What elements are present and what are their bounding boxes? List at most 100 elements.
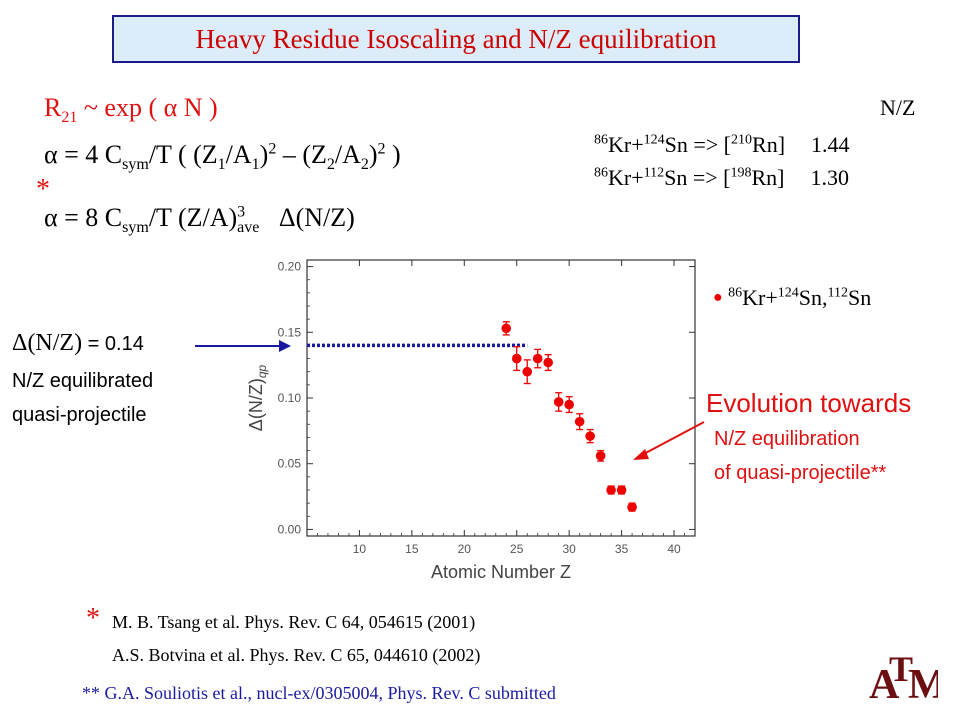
eq2-text-f: /A [334,140,361,169]
reference-3: ** G.A. Souliotis et al., nucl-ex/030500… [82,683,556,703]
nz-row1-el3: Rn] [752,132,786,157]
logo-t: T [889,650,913,689]
nz-row2-val: 1.30 [810,165,850,190]
x-tick-label: 15 [405,542,419,556]
eq2-text-h: ) [385,140,401,169]
reference-2: A.S. Botvina et al. Phys. Rev. C 65, 044… [112,645,481,665]
eq3-alpha: α [44,203,58,232]
nz-header: N/Z [880,95,916,120]
evolution-arrow [633,421,705,460]
eq2-text-a: = 4 C [57,140,123,169]
left-note-line3: quasi-projectile [12,404,147,426]
eq3-text-a: = 8 C [57,203,123,232]
nz-row2-a2: 112 [643,165,665,181]
y-tick-label: 0.00 [278,522,302,536]
eq1-alpha: α [163,93,178,122]
left-note-delta: Δ [12,330,28,356]
eq3-sup3: 3 [237,203,246,221]
data-point [543,357,553,368]
left-note-nz: (N/Z) [27,330,83,356]
nz-row2-a3: 198 [730,165,752,181]
nz-row2-el2: Sn => [ [664,165,731,190]
eq-star: * [36,174,50,205]
legend-marker: ● [713,289,723,306]
y-tick-label: 0.15 [278,325,302,339]
evolution-line2: N/Z equilibration [714,428,860,450]
title-box: Heavy Residue Isoscaling and N/Z equilib… [112,15,800,63]
data-point [564,399,574,410]
y-tick-label: 0.10 [278,391,302,405]
data-point [595,451,606,461]
legend-a1: 86 [728,285,743,301]
eq2-sup2: 2 [268,140,277,158]
legend-el1: Kr+ [742,285,778,310]
eq2-text-c: /A [225,140,252,169]
x-tick-label: 25 [510,542,524,556]
y-axis-label: Δ(N/Z)qp [246,364,269,431]
eq2-text-b: /T ( (Z [148,140,218,169]
equation-1: R21 ~ exp ( α N ) [44,93,218,127]
eq2-s2: 1 [251,156,260,174]
nz-row1-a2: 124 [643,132,665,148]
plot-frame [306,259,696,537]
eq3-sub-sym: sym [122,219,149,237]
eq3-text-c: (N/Z) [295,203,355,232]
x-tick-label: 30 [562,542,576,556]
nz-row-1: 86Kr+124Sn => [210Rn] 1.44 [594,132,850,158]
data-point [553,397,564,407]
eq2-text-e: – (Z [276,140,327,169]
nz-row2-a1: 86 [594,165,608,181]
nz-row-2: 86Kr+112Sn => [198Rn] 1.30 [594,165,849,191]
slide-title: Heavy Residue Isoscaling and N/Z equilib… [195,23,717,54]
x-tick-label: 35 [615,542,629,556]
eq2-sup2b: 2 [377,140,386,158]
data-point [532,353,543,364]
legend-a2: 124 [777,285,799,301]
nz-row1-a3: 210 [731,132,753,148]
ref-star: * [86,603,100,634]
eq2-s1: 1 [217,156,226,174]
left-note-line2: N/Z equilibrated [12,370,154,392]
left-note-value: = 0.14 [82,333,144,355]
eq2-s4: 2 [360,156,369,174]
evolution-arrow-head [633,449,649,460]
reference-1: M. B. Tsang et al. Phys. Rev. C 64, 0546… [112,612,476,632]
eq1-text-b: N ) [177,93,218,122]
logo-m: M [908,662,938,708]
eq3-text-b: /T (Z/A) [148,203,238,232]
eq1-sub: 21 [61,109,78,127]
nz-row1-el1: Kr+ [608,132,644,157]
y-axis-label-sub: qp [255,364,269,378]
data-point [574,416,585,427]
evolution-line3: of quasi-projectile** [714,462,887,484]
eq1-r: R [44,93,62,122]
legend-el2: Sn, [798,285,828,310]
equation-2: α = 4 Csym/T ( (Z1/A1)2 – (Z2/A2)2 ) [44,140,401,174]
data-point [501,323,512,334]
eq2-text-g: ) [368,140,378,169]
eq3-delta: Δ [278,203,296,232]
left-note-line1: Δ(N/Z) = 0.14 [12,330,144,357]
data-point [585,431,595,441]
evolution-title: Evolution towards [706,388,912,418]
x-axis-label: Atomic Number Z [431,562,571,582]
eq2-s3: 2 [326,156,335,174]
data-point [606,485,616,495]
x-tick-label: 40 [667,542,681,556]
data-point [522,366,533,377]
eq2-sub-sym: sym [122,156,149,174]
nz-row1-val: 1.44 [811,132,850,157]
eq3-sub-ave: ave [237,219,260,237]
left-arrow [195,340,291,352]
data-point [627,502,637,512]
evolution-arrow-shaft [639,421,705,457]
x-tick-label: 20 [458,542,472,556]
eq1-text-a: ~ exp ( [77,93,164,122]
nz-row1-el2: Sn => [ [664,132,732,157]
equation-3: α = 8 Csym/T (Z/A)3ave Δ(N/Z) [44,203,355,237]
y-tick-label: 0.20 [278,260,302,274]
legend-el3: Sn [848,285,872,310]
legend-a3: 112 [827,285,849,301]
tamu-logo: A M T [869,650,938,708]
nz-row2-el1: Kr+ [608,165,644,190]
